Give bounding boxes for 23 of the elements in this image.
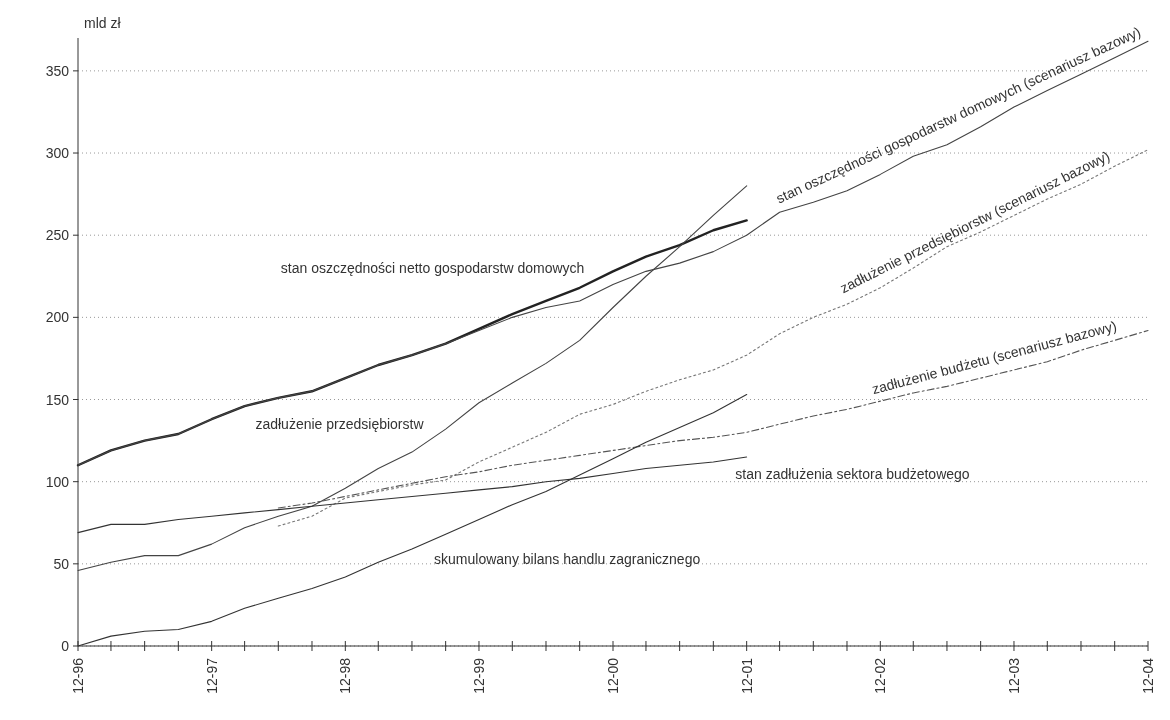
series-label: zadłużenie przedsiębiorstw bbox=[255, 415, 425, 432]
y-tick-label: 350 bbox=[45, 62, 70, 79]
y-tick-label: 150 bbox=[45, 391, 70, 408]
y-tick-label: 100 bbox=[45, 473, 70, 490]
y-tick-label: 50 bbox=[53, 555, 70, 572]
y-tick-label: 300 bbox=[45, 145, 70, 162]
x-tick-label: 12-97 bbox=[203, 657, 220, 694]
x-tick-label: 12-96 bbox=[70, 657, 86, 694]
y-axis-title: mld zł bbox=[84, 15, 122, 31]
x-tick-label: 12-99 bbox=[470, 657, 487, 694]
y-tick-label: 250 bbox=[45, 227, 70, 244]
x-tick-label: 12-01 bbox=[738, 657, 755, 694]
x-tick-label: 12-04 bbox=[1140, 657, 1156, 694]
x-tick-label: 12-00 bbox=[605, 657, 621, 694]
y-tick-label: 200 bbox=[45, 309, 70, 326]
line-series bbox=[76, 219, 748, 467]
x-tick-label: 12-98 bbox=[337, 657, 354, 694]
series-label: skumulowany bilans handlu zagranicznego bbox=[434, 550, 701, 567]
series-label: stan oszczędności netto gospodarstw domowych bbox=[280, 259, 585, 276]
y-tick-label: 0 bbox=[61, 638, 70, 654]
series-label: stan zadłużenia sektora budżetowego bbox=[735, 466, 970, 483]
x-tick-label: 12-03 bbox=[1005, 657, 1022, 694]
x-tick-label: 12-02 bbox=[872, 657, 889, 694]
